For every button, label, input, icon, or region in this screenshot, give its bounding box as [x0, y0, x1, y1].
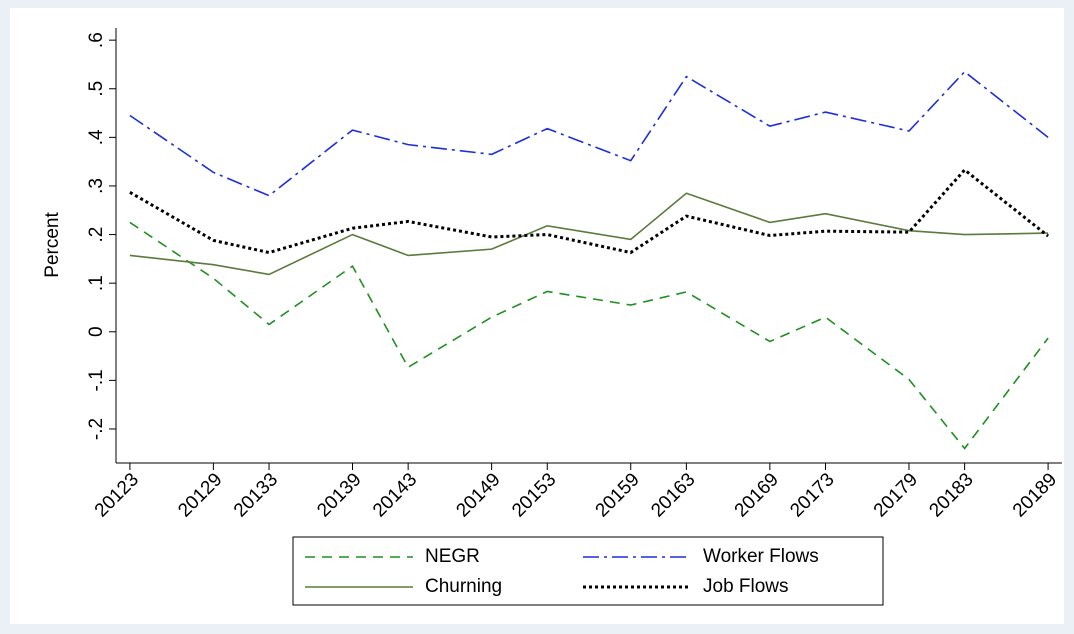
- y-tick-label: .5: [86, 81, 107, 97]
- legend-label: Worker Flows: [703, 546, 819, 567]
- y-axis-label: Percent: [42, 212, 63, 278]
- graph-region: [10, 8, 1064, 624]
- legend-label: Churning: [425, 576, 502, 597]
- y-tick-label: 0: [86, 326, 107, 337]
- series-line: [129, 167, 1050, 255]
- y-tick-label: -.1: [86, 369, 107, 391]
- series-line: [129, 221, 1049, 450]
- y-tick-label: .4: [86, 129, 107, 145]
- y-tick-label: .3: [86, 178, 107, 194]
- series-line: [129, 70, 1049, 197]
- legend-box: [292, 536, 884, 606]
- y-tick-label: .1: [86, 275, 107, 291]
- y-tick-label: -.2: [86, 418, 107, 440]
- series-line: [129, 192, 1049, 276]
- y-tick-label: .6: [86, 32, 107, 48]
- legend-label: NEGR: [425, 546, 480, 567]
- y-tick-label: .2: [86, 227, 107, 243]
- legend-label: Job Flows: [703, 576, 789, 597]
